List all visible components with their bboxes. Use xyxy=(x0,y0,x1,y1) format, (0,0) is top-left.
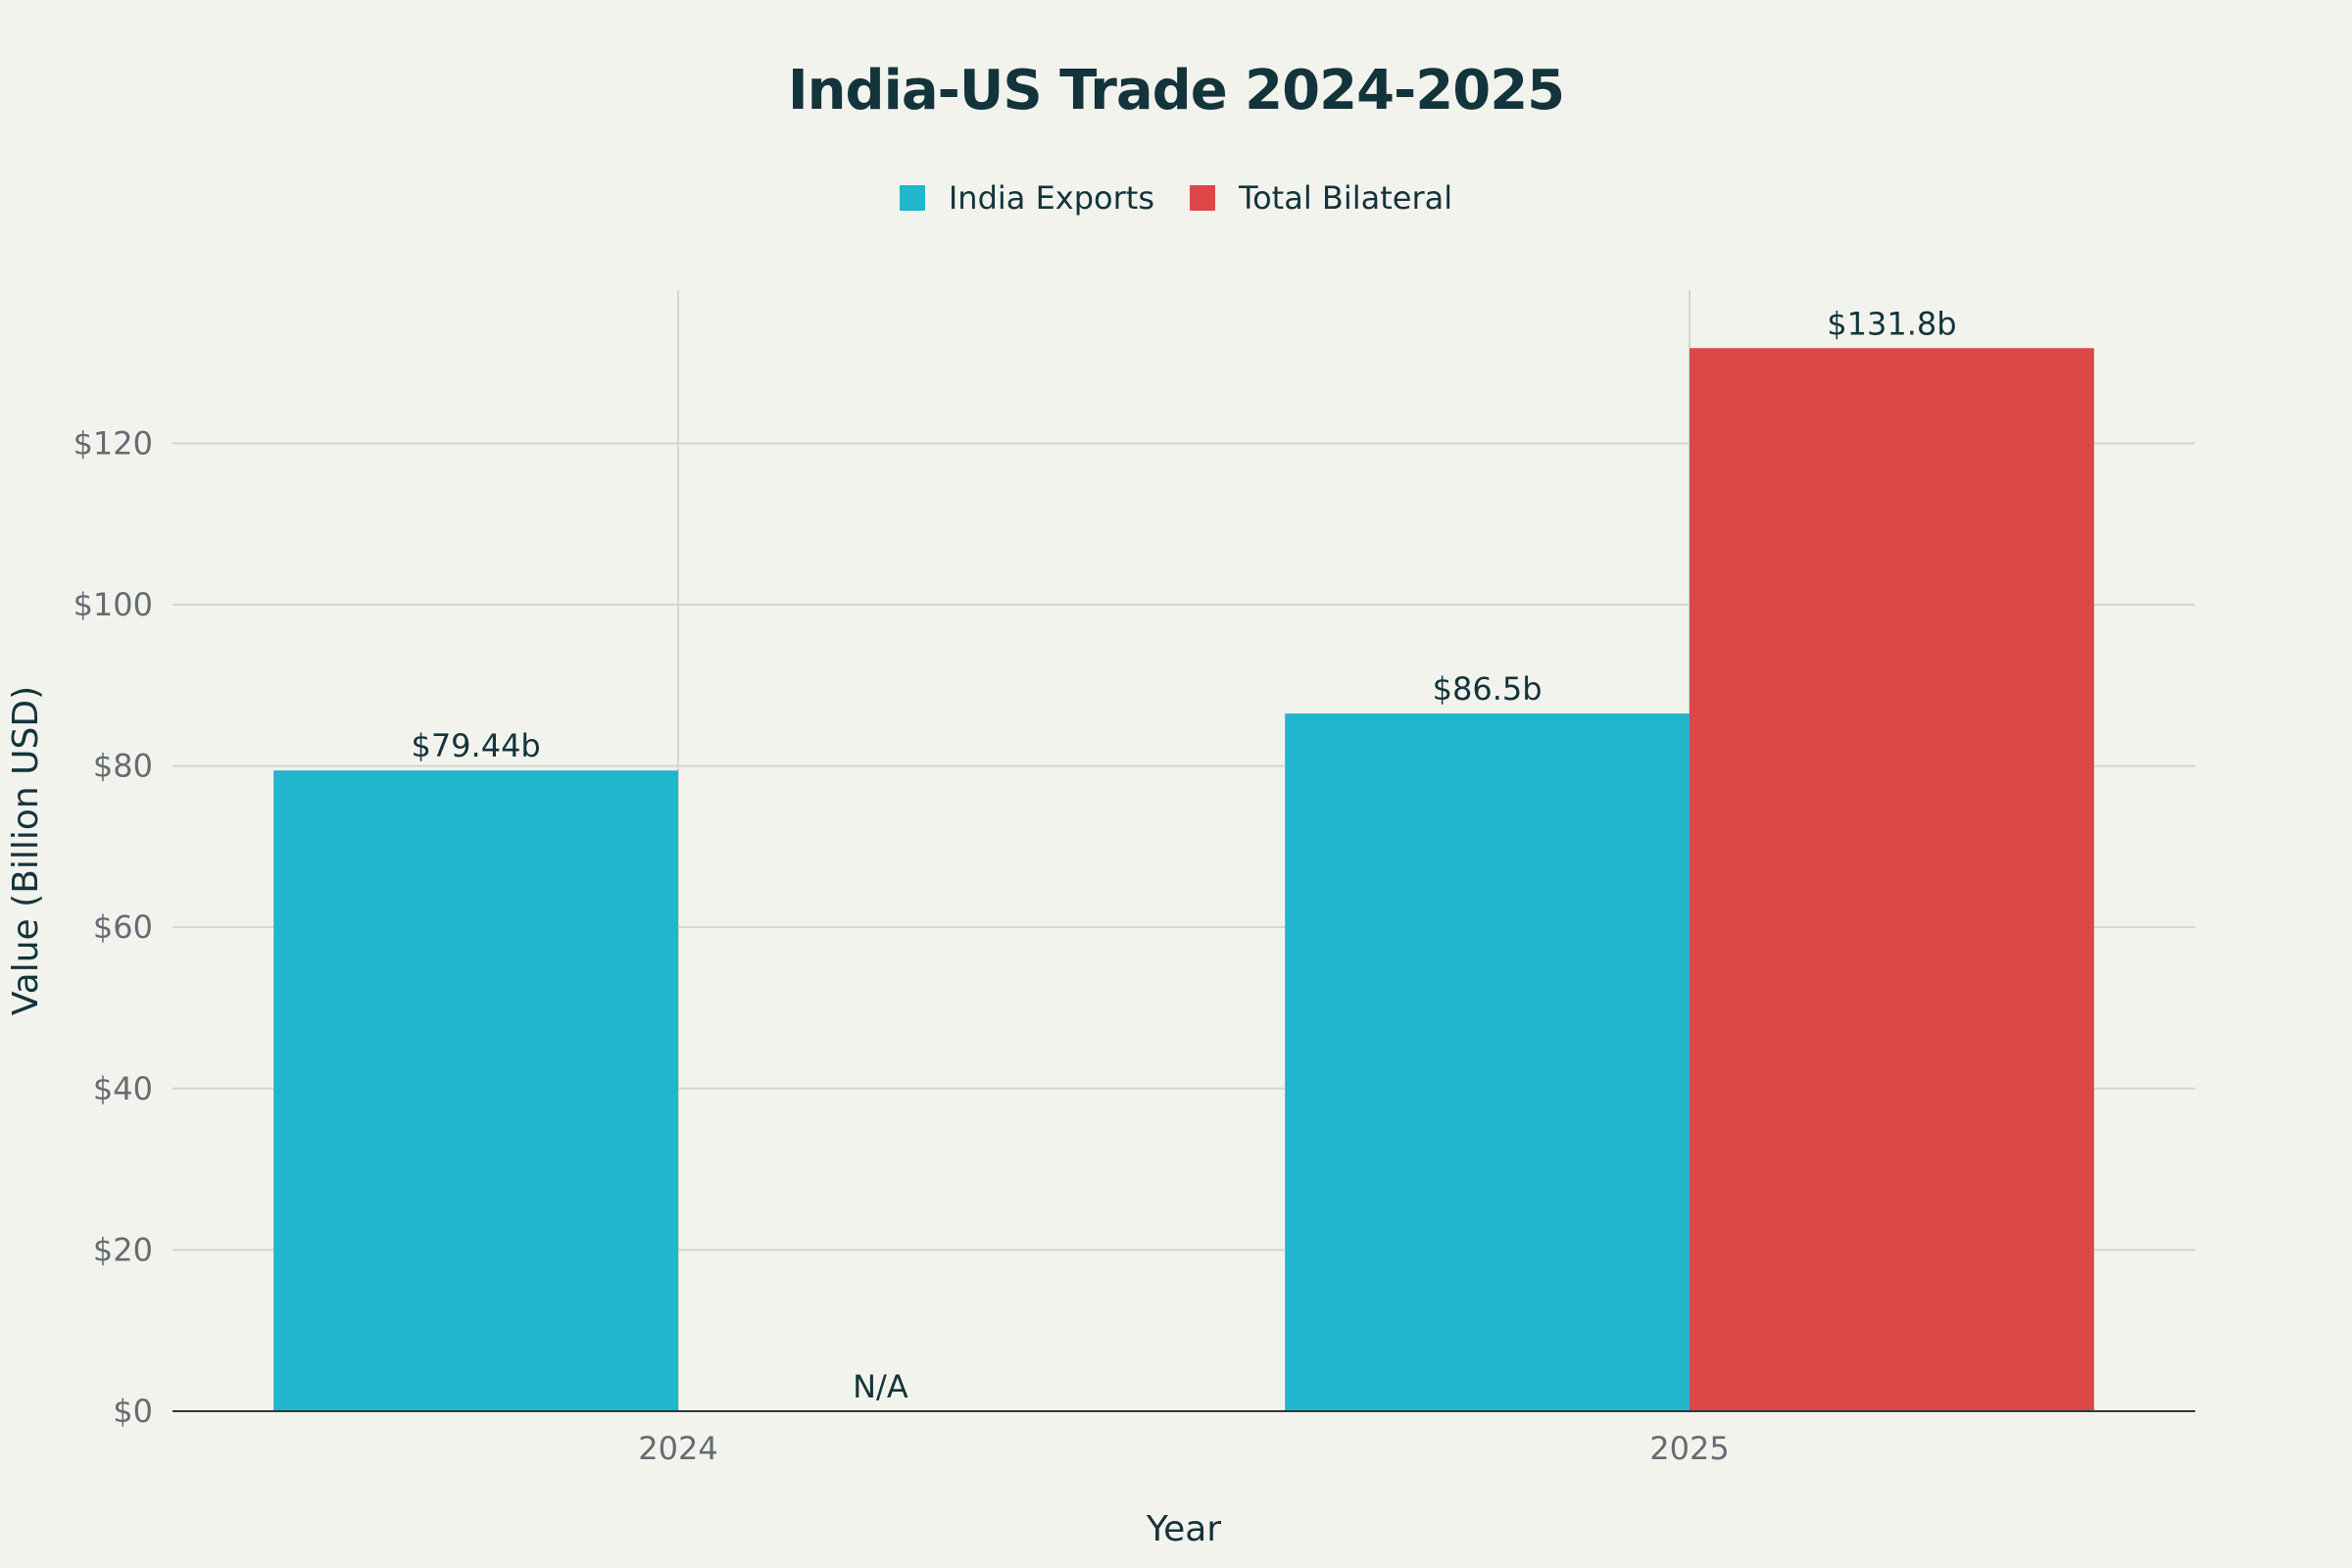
legend: India Exports Total Bilateral xyxy=(0,179,2352,217)
bar[interactable] xyxy=(1690,348,2094,1411)
data-label: $86.5b xyxy=(1433,670,1543,708)
y-tick-label: $120 xyxy=(74,424,153,462)
data-labels: $79.44b $86.5b N/A $131.8b xyxy=(411,305,1956,1405)
data-label: $79.44b xyxy=(411,727,540,764)
x-axis-title: Year xyxy=(1146,1509,1221,1549)
legend-item-total-bilateral[interactable]: Total Bilateral xyxy=(1189,179,1453,217)
legend-swatch-india-exports xyxy=(899,185,925,211)
x-tick-label: 2025 xyxy=(1649,1430,1729,1467)
y-tick-label: $100 xyxy=(74,586,153,623)
y-tick-label: $60 xyxy=(93,908,153,946)
bar[interactable] xyxy=(1285,713,1690,1411)
chart-title: India-US Trade 2024-2025 xyxy=(787,59,1565,122)
y-tick-label: $20 xyxy=(93,1231,153,1268)
y-tick-label: $40 xyxy=(93,1070,153,1107)
data-label: N/A xyxy=(853,1368,908,1405)
y-axis-title: Value (Billion USD) xyxy=(6,686,46,1015)
y-tick-label: $0 xyxy=(113,1393,153,1430)
legend-swatch-total-bilateral xyxy=(1189,185,1215,211)
bars xyxy=(273,348,2094,1411)
axes: $0 $20 $40 $60 $80 $100 $120 2024 2025 xyxy=(74,424,2195,1467)
y-tick-label: $80 xyxy=(93,748,153,785)
legend-label-total-bilateral: Total Bilateral xyxy=(1238,179,1453,217)
bar[interactable] xyxy=(273,770,678,1411)
x-tick-label: 2024 xyxy=(638,1430,717,1467)
data-label: $131.8b xyxy=(1827,305,1956,342)
legend-label-india-exports: India Exports xyxy=(948,179,1154,217)
legend-item-india-exports[interactable]: India Exports xyxy=(899,179,1154,217)
